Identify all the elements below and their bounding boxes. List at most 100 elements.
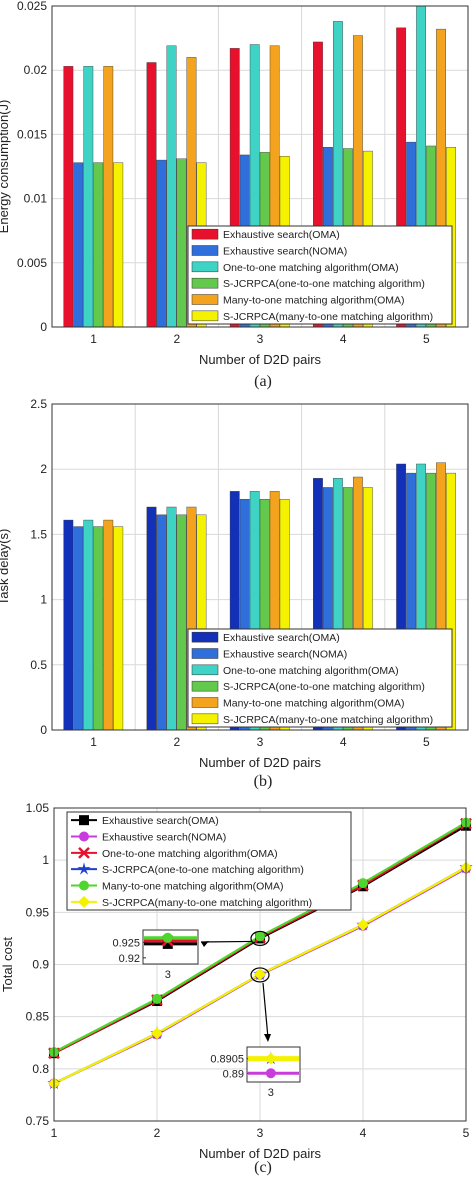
legend-label: Many-to-one matching algorithm(OMA) [223,698,404,710]
bar [156,514,167,731]
legend-label: S-JCRPCA(many-to-one matching algorithm) [102,897,312,909]
x-tick-label: 4 [360,1126,367,1140]
bar [63,66,74,328]
inset-data-point [162,938,173,949]
y-tick-label: 0.005 [17,256,47,270]
zoom-callout [250,967,270,983]
bar [146,506,157,731]
legend-swatch [191,631,219,643]
bar [113,162,124,328]
legend-swatch [191,648,219,659]
x-tick-label: 5 [463,1126,470,1140]
legend-label: One-to-one matching algorithm(OMA) [223,665,399,677]
bar [83,66,94,328]
bar [103,66,114,328]
inset-data-point [162,932,173,943]
legend-marker [79,831,89,842]
legend-swatch [191,697,219,708]
legend-swatch [191,310,219,322]
y-tick-label: 0 [40,320,47,334]
bar [93,526,104,731]
legend-marker [78,846,90,859]
y-tick-label: 1.5 [30,527,47,541]
inset-y-tick-label: 0.89 [223,1068,244,1080]
x-tick-label: 2 [154,1126,161,1140]
y-tick-label: 0.75 [26,1114,50,1128]
legend-label: Many-to-one matching algorithm(OMA) [102,881,283,893]
x-tick-label: 1 [51,1126,58,1140]
legend-label: S-JCRPCA(one-to-one matching algorithm) [102,864,304,876]
legend-label: One-to-one matching algorithm(OMA) [223,262,399,274]
y-tick-label: 0.015 [17,127,47,141]
y-axis-label: Task delay(s) [0,529,11,606]
plot-frame [51,5,469,328]
legend-swatch [191,664,219,676]
bar [63,519,74,731]
y-tick-label: 2 [40,462,47,476]
x-tick-label: 3 [257,332,264,346]
x-tick-label: 4 [340,332,347,346]
bar [146,62,157,328]
bar [156,159,167,328]
y-tick-label: 0.5 [30,658,47,672]
legend-swatch [191,228,219,240]
legend-marker [79,815,89,826]
data-point [152,993,162,1004]
y-axis-label: Total cost [0,937,15,992]
inset-y-tick-label: 0.8905 [210,1054,244,1066]
legend [187,628,453,728]
energy-chart: 0 0.005 0.01 0.015 0.02 0.025 1 2 3 4 5 Number of D… [0,0,469,367]
legend-swatch [191,680,219,692]
legend-label: Exhaustive search(NOMA) [223,246,347,258]
inset-x-tick-label: 3 [165,969,171,981]
x-tick-label: 1 [90,332,97,346]
x-tick-label: 3 [257,1126,264,1140]
legend-swatch [191,713,219,725]
legend-swatch [191,277,219,289]
delay-chart: 0 0.5 1 1.5 2 2.5 1 2 3 4 5 Number of D2D pairs Task… [0,397,469,770]
panel-b-label: (b) [254,773,273,790]
y-tick-label: 1 [40,593,47,607]
y-tick-label: 0.9 [32,958,49,972]
bar [176,158,187,328]
y-tick-label: 2.5 [30,397,47,411]
bar [113,526,124,731]
x-axis-label: Number of D2D pairs [199,755,322,770]
panel-c-label: (c) [254,1159,272,1176]
y-tick-label: 0.02 [24,63,48,77]
legend-label: Exhaustive search(OMA) [223,229,340,241]
panel-a-label: (a) [254,373,272,390]
inset-data-point [264,1052,277,1065]
data-point [254,968,266,981]
bar [166,506,177,731]
zoom-arrow-head [201,941,209,947]
inset-y-tick-label: 0.925 [112,937,140,949]
x-tick-label: 1 [90,735,97,749]
y-tick-label: 1.05 [26,801,50,815]
x-tick-label: 5 [423,735,430,749]
legend-label: S-JCRPCA(many-to-one matching algorithm) [223,714,433,726]
legend-label: Many-to-one matching algorithm(OMA) [223,295,404,307]
y-tick-label: 0 [40,723,47,737]
x-tick-label: 2 [173,735,180,749]
legend-label: Exhaustive search(OMA) [223,632,340,644]
legend-label: Exhaustive search(NOMA) [223,649,347,661]
legend-marker [79,880,89,891]
x-tick-label: 4 [340,735,347,749]
y-tick-label: 0.85 [26,1010,50,1024]
legend-marker [77,862,91,875]
zoom-callout [250,930,270,947]
y-tick-label: 1 [42,853,49,867]
x-axis-label: Number of D2D pairs [199,1146,322,1161]
zoom-arrow-head [264,1034,271,1042]
legend-swatch [191,294,219,305]
legend-label: S-JCRPCA(one-to-one matching algorithm) [223,681,425,693]
plot-frame [51,403,469,731]
legend-label: S-JCRPCA(many-to-one matching algorithm) [223,311,433,323]
x-tick-label: 2 [173,332,180,346]
bar [166,45,177,328]
legend-label: Exhaustive search(OMA) [102,815,219,827]
bar [103,519,114,731]
zoom-arrow [200,940,253,943]
